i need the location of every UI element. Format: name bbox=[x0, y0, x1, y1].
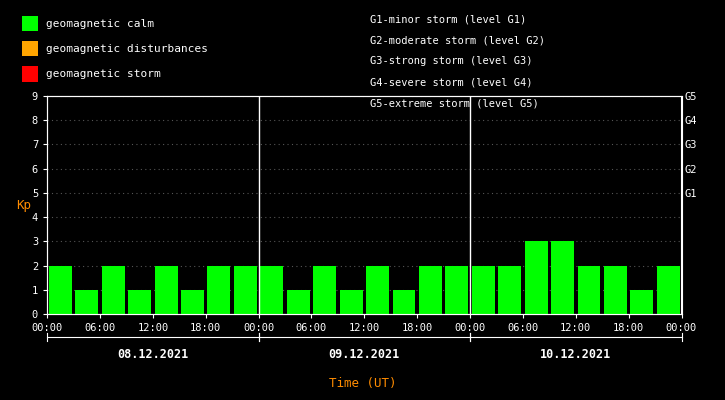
Bar bbox=[392, 290, 415, 314]
Bar bbox=[551, 241, 574, 314]
Bar bbox=[313, 266, 336, 314]
Bar bbox=[287, 290, 310, 314]
Bar bbox=[472, 266, 494, 314]
Bar bbox=[366, 266, 389, 314]
Bar bbox=[234, 266, 257, 314]
Bar bbox=[339, 290, 362, 314]
Bar bbox=[631, 290, 653, 314]
Bar bbox=[578, 266, 600, 314]
Bar bbox=[260, 266, 283, 314]
Bar bbox=[498, 266, 521, 314]
Bar bbox=[207, 266, 231, 314]
Text: G5-extreme storm (level G5): G5-extreme storm (level G5) bbox=[370, 99, 539, 109]
Bar bbox=[49, 266, 72, 314]
Text: 09.12.2021: 09.12.2021 bbox=[328, 348, 400, 360]
Bar bbox=[75, 290, 98, 314]
Text: geomagnetic calm: geomagnetic calm bbox=[46, 18, 154, 29]
Text: geomagnetic disturbances: geomagnetic disturbances bbox=[46, 44, 208, 54]
Bar bbox=[128, 290, 151, 314]
Text: 10.12.2021: 10.12.2021 bbox=[540, 348, 611, 360]
Bar bbox=[102, 266, 125, 314]
Bar bbox=[181, 290, 204, 314]
Bar bbox=[525, 241, 547, 314]
Text: G3-strong storm (level G3): G3-strong storm (level G3) bbox=[370, 56, 532, 66]
Bar bbox=[604, 266, 627, 314]
Bar bbox=[445, 266, 468, 314]
Text: 08.12.2021: 08.12.2021 bbox=[117, 348, 188, 360]
Bar bbox=[154, 266, 178, 314]
Text: geomagnetic storm: geomagnetic storm bbox=[46, 69, 161, 79]
Text: G2-moderate storm (level G2): G2-moderate storm (level G2) bbox=[370, 35, 544, 45]
Y-axis label: Kp: Kp bbox=[16, 198, 31, 212]
Text: G4-severe storm (level G4): G4-severe storm (level G4) bbox=[370, 78, 532, 88]
Text: G1-minor storm (level G1): G1-minor storm (level G1) bbox=[370, 14, 526, 24]
Bar bbox=[419, 266, 442, 314]
Text: Time (UT): Time (UT) bbox=[328, 378, 397, 390]
Bar bbox=[657, 266, 680, 314]
